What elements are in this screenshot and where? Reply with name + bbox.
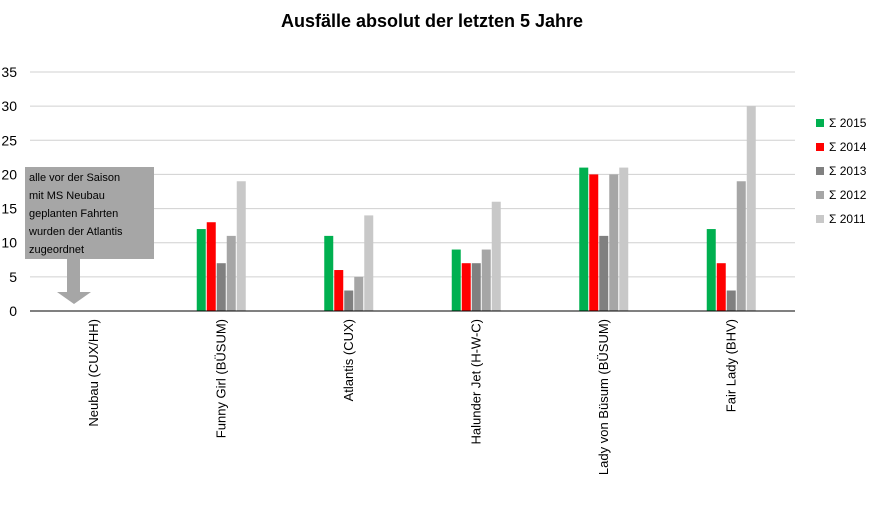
annotation-line-1: alle vor der Saison [29,172,120,184]
annotation-arrow [57,259,91,304]
bar [334,270,344,311]
annotation: alle vor der Saison mit MS Neubau geplan… [25,167,154,304]
legend-swatch [816,167,824,175]
bar [609,174,619,311]
category-labels: Neubau (CUX/HH) Funny Girl (BÜSUM) Atlanti… [86,319,739,475]
legend-swatch [816,191,824,199]
bar [354,276,364,311]
bar [451,249,461,311]
bar [481,249,491,311]
x-tick-label: Fair Lady (BHV) [723,319,738,412]
bar [206,222,216,311]
x-tick-label: Lady von Büsum (BÜSUM) [596,319,611,475]
annotation-line-2: mit MS Neubau [29,190,105,202]
bar [364,215,374,311]
bar [746,106,756,312]
bar [491,201,501,311]
legend-label: Σ 2011 [829,212,866,226]
annotation-line-3: geplanten Fahrten [29,208,118,220]
bar [706,229,716,311]
y-tick-label: 30 [1,98,17,114]
legend-label: Σ 2012 [829,188,867,202]
x-tick-label: Atlantis (CUX) [341,319,356,401]
annotation-line-5: zugeordnet [29,244,84,256]
bar [619,167,629,311]
y-axis-ticks: 0 5 10 15 20 25 30 35 [1,64,17,319]
legend-swatch [816,215,824,223]
bar [344,290,354,311]
annotation-box [25,167,154,259]
x-tick-label: Halunder Jet (H-W-C) [468,319,483,444]
y-tick-label: 25 [1,132,17,148]
bar [236,181,246,311]
y-tick-label: 20 [1,166,17,182]
gridlines [30,71,795,278]
y-tick-label: 0 [9,303,17,319]
legend-swatch [816,119,824,127]
bar [579,167,589,311]
bar [226,235,236,311]
bar [726,290,736,311]
legend-swatch [816,143,824,151]
bar [461,263,471,311]
y-tick-label: 5 [9,269,17,285]
x-tick-label: Funny Girl (BÜSUM) [213,319,228,438]
y-tick-label: 15 [1,201,17,217]
bar [599,235,609,311]
legend-label: Σ 2015 [829,116,867,130]
y-tick-label: 10 [1,235,17,251]
legend-label: Σ 2013 [829,164,867,178]
bar [471,263,481,311]
bar [736,181,746,311]
bar [589,174,599,311]
annotation-line-4: wurden der Atlantis [28,226,123,238]
x-tick-label: Neubau (CUX/HH) [86,319,101,427]
chart-title: Ausfälle absolut der letzten 5 Jahre [281,11,583,31]
y-tick-label: 35 [1,64,17,80]
bar [216,263,226,311]
legend-label: Σ 2014 [829,140,867,154]
bar [716,263,726,311]
bar [324,235,334,311]
legend: Σ 2015 Σ 2014 Σ 2013 Σ 2012 Σ 2011 [816,116,867,226]
bar [196,229,206,311]
bars [196,106,756,312]
